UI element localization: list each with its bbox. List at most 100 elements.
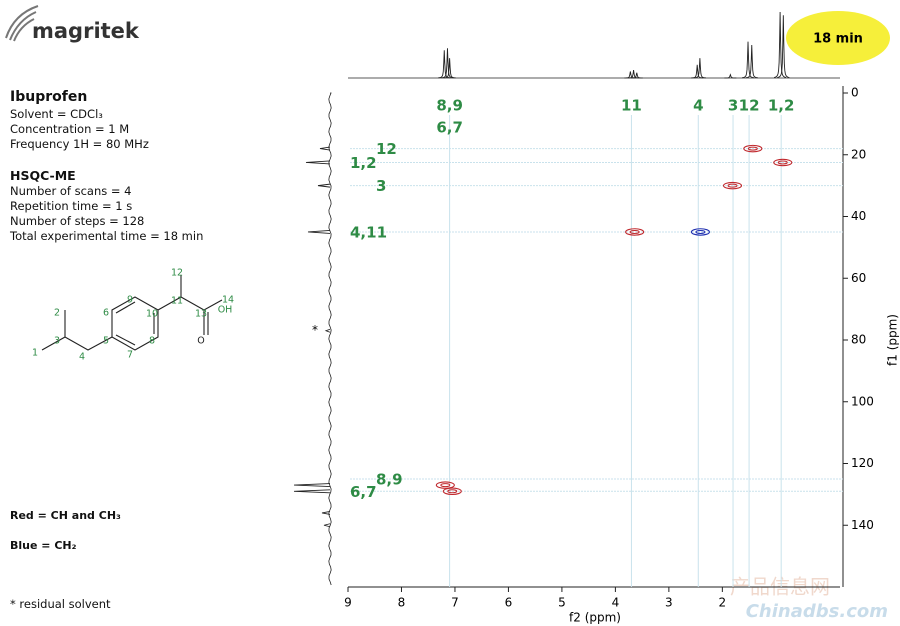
f2-peak-label: 8,9 bbox=[436, 97, 463, 115]
info-line: Frequency 1H = 80 MHz bbox=[10, 137, 149, 151]
f2-peak bbox=[438, 50, 451, 79]
f1-baseline bbox=[328, 92, 332, 586]
y-tick-label: 60 bbox=[851, 271, 866, 285]
f1-peak-label: 6,7 bbox=[350, 483, 377, 501]
cross-peak bbox=[435, 481, 455, 489]
badge: 18 min bbox=[813, 32, 863, 47]
cross-peak bbox=[773, 158, 793, 167]
x-tick-label: 7 bbox=[451, 596, 459, 610]
info-line: Solvent = CDCl₃ bbox=[10, 107, 103, 121]
x-tick-label: 2 bbox=[719, 596, 727, 610]
atom-label: O bbox=[197, 336, 204, 347]
f2-peak bbox=[693, 58, 706, 79]
f1-peak bbox=[319, 146, 331, 151]
legend-entry: Red = CH and CH₃ bbox=[10, 509, 121, 522]
f1-peak bbox=[321, 510, 331, 515]
y-tick-label: 40 bbox=[851, 209, 866, 223]
f2-peak bbox=[691, 64, 704, 79]
contour bbox=[690, 228, 710, 236]
y-tick-label: 0 bbox=[851, 86, 859, 100]
atom-label: 7 bbox=[127, 350, 133, 361]
legend: Red = CH and CH₃ Blue = CH₂ bbox=[10, 508, 121, 568]
cross-peak bbox=[722, 181, 743, 190]
atom-label: 6 bbox=[103, 308, 109, 319]
f1-peak bbox=[293, 489, 331, 494]
f2-peak bbox=[745, 44, 758, 79]
f1-peak bbox=[324, 328, 331, 333]
x-axis-title: f2 (ppm) bbox=[569, 611, 621, 625]
atom-label: 4 bbox=[79, 352, 85, 363]
x-tick-label: 9 bbox=[344, 596, 352, 610]
info-line: Concentration = 1 M bbox=[10, 122, 130, 136]
f2-peak-label: 6,7 bbox=[436, 119, 463, 137]
y-tick-label: 100 bbox=[851, 394, 874, 408]
experiment-title: HSQC-ME bbox=[10, 168, 76, 183]
watermark: Chinadbs.com bbox=[746, 601, 888, 622]
molecule bbox=[41, 275, 223, 351]
footnote: * residual solvent bbox=[10, 597, 111, 611]
x-tick-label: 8 bbox=[398, 596, 406, 610]
x-tick-label: 5 bbox=[558, 596, 566, 610]
f1-peak-label: 1,2 bbox=[350, 154, 377, 172]
solvent-mark: * bbox=[312, 323, 318, 337]
contour bbox=[447, 489, 458, 494]
f1-peak-label: 12 bbox=[376, 140, 397, 158]
x-tick-label: 3 bbox=[665, 596, 673, 610]
f2-peak bbox=[443, 58, 456, 79]
f1-peak bbox=[317, 183, 331, 188]
atom-label: 14 bbox=[222, 295, 234, 306]
info-line: Number of scans = 4 bbox=[10, 184, 132, 198]
f2-peak bbox=[627, 70, 640, 79]
atom-label: 2 bbox=[54, 308, 60, 319]
cross-peak bbox=[625, 228, 645, 236]
atom-label: 13 bbox=[195, 309, 207, 320]
y-tick-label: 80 bbox=[851, 333, 866, 347]
f1-peak-label: 4,11 bbox=[350, 223, 387, 241]
f2-peak-label: 3 bbox=[728, 97, 738, 115]
f2-peak bbox=[774, 11, 787, 78]
info-line: Number of steps = 128 bbox=[10, 214, 145, 228]
contour bbox=[695, 229, 706, 234]
logo-mark bbox=[5, 5, 39, 42]
contour bbox=[773, 158, 793, 167]
f1-peak bbox=[305, 160, 331, 165]
atom-label: 12 bbox=[171, 268, 183, 279]
sample-info: Solvent = CDCl₃ Concentration = 1 M Freque… bbox=[10, 107, 149, 152]
atom-label: 8 bbox=[149, 336, 155, 347]
f2-peak-label: 1,2 bbox=[768, 97, 795, 115]
f2-peak bbox=[441, 48, 454, 79]
contour bbox=[440, 483, 451, 488]
sample-title: Ibuprofen bbox=[10, 89, 88, 105]
x-tick-label: 6 bbox=[505, 596, 513, 610]
atom-label: 10 bbox=[146, 309, 158, 320]
contour bbox=[743, 144, 763, 153]
atom-label: 3 bbox=[54, 336, 60, 347]
experiment-info: Number of scans = 4 Repetition time = 1 s… bbox=[10, 184, 203, 244]
f1-peak-label: 8,9 bbox=[376, 470, 403, 488]
cross-peak bbox=[442, 487, 462, 496]
contour bbox=[442, 487, 462, 496]
contour bbox=[435, 481, 455, 489]
badge-bg bbox=[786, 11, 890, 65]
f2-peak-label: 4 bbox=[693, 97, 703, 115]
cross-peak bbox=[743, 144, 763, 153]
info-line: Total experimental time = 18 min bbox=[10, 229, 204, 243]
y-tick-label: 140 bbox=[851, 518, 874, 532]
y-tick-label: 20 bbox=[851, 147, 866, 161]
atom-label: 11 bbox=[171, 296, 183, 307]
contour bbox=[722, 181, 743, 190]
f1-peak-label: 3 bbox=[376, 177, 386, 195]
f1-peak bbox=[323, 523, 331, 528]
contour bbox=[625, 228, 645, 236]
contour bbox=[629, 229, 640, 234]
f2-peak bbox=[741, 41, 755, 79]
y-axis-title: f1 (ppm) bbox=[886, 314, 900, 366]
f2-peak bbox=[630, 72, 643, 79]
f2-peak bbox=[777, 15, 790, 78]
f1-peak bbox=[307, 229, 331, 234]
atom-label: OH bbox=[218, 305, 233, 316]
f2-peak-label: 11 bbox=[621, 97, 642, 115]
logo: magritek bbox=[32, 19, 140, 43]
